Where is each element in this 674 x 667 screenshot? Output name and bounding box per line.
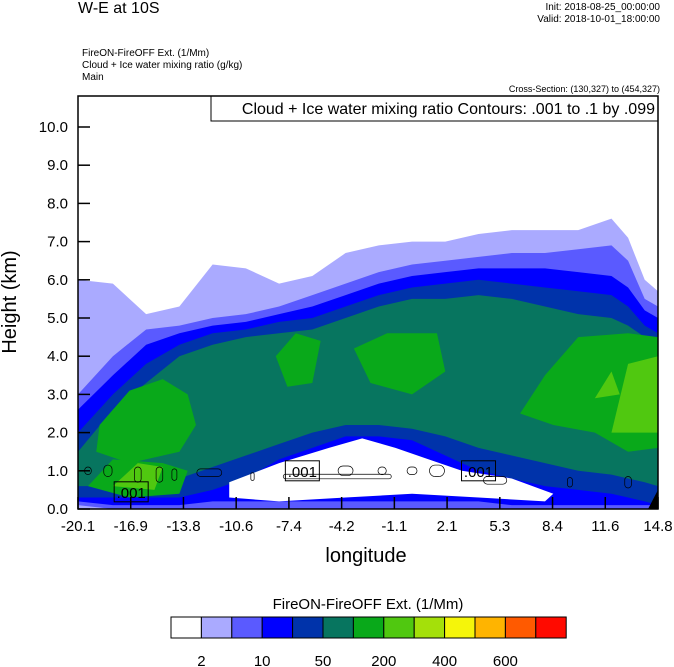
contour-line [624, 476, 632, 489]
contour-info-box [210, 95, 659, 122]
x-tick-label: -4.2 [329, 518, 355, 535]
contour-line [155, 466, 164, 483]
x-tick-label: -20.1 [61, 518, 95, 535]
subtitle-field: FireON-FireOFF Ext. (1/Mm) [82, 48, 210, 59]
fill-band-4 [78, 295, 658, 487]
colorbar-label: 200 [371, 653, 396, 667]
plot-title: W-E at 10S [78, 0, 160, 17]
x-tick-label: 14.8 [643, 518, 672, 535]
y-tick-label: 10.0 [39, 119, 68, 136]
subtitle-contour: Cloud + Ice water mixing ratio (g/kg) [82, 60, 243, 71]
contour-line [171, 468, 178, 481]
y-tick-label: 7.0 [47, 234, 68, 251]
x-tick-label: -13.8 [166, 518, 200, 535]
fill-region-9 [648, 489, 658, 509]
plot-frame [77, 95, 659, 510]
colorbar-swatch [474, 616, 506, 639]
y-tick-label: 1.0 [47, 463, 68, 480]
y-tick-label: 2.0 [47, 425, 68, 442]
fill-region-1 [96, 379, 196, 464]
contour-line [567, 477, 573, 488]
contour-label: .001 [117, 485, 146, 502]
y-tick-label: 8.0 [47, 195, 68, 212]
colorbar-label: 10 [254, 653, 271, 667]
colorbar-label: 50 [315, 653, 332, 667]
colorbar-swatch [200, 616, 233, 639]
fill-region-8 [594, 371, 620, 399]
y-tick-label: 3.0 [47, 386, 68, 403]
colorbar-swatch [322, 616, 354, 639]
colorbar-swatch [292, 616, 324, 639]
x-tick-label: 2.1 [437, 518, 458, 535]
fill-region-3 [275, 333, 321, 387]
x-tick-label: -16.9 [114, 518, 148, 535]
fill-region-4 [353, 333, 446, 395]
fill-region-0 [229, 438, 554, 502]
x-tick-label: -7.4 [276, 518, 302, 535]
colorbar-swatch [352, 616, 385, 639]
y-tick-label: 6.0 [47, 272, 68, 289]
init-time: Init: 2018-08-25_00:00:00 [545, 2, 660, 13]
contour-line [429, 464, 445, 477]
y-tick-label: 4.0 [47, 348, 68, 365]
fill-region-6 [112, 463, 163, 490]
contour-line [406, 466, 418, 475]
x-tick-label: -10.6 [219, 518, 253, 535]
colorbar-swatch [413, 616, 446, 639]
colorbar-swatch [444, 616, 476, 639]
contour-line [377, 466, 387, 475]
colorbar-label: 2 [197, 653, 205, 667]
y-tick-label: 0.0 [47, 501, 68, 518]
contour-label: .001 [288, 464, 317, 481]
contour-line [282, 473, 392, 480]
colorbar-swatch [231, 616, 263, 639]
contour-label: .001 [464, 464, 493, 481]
y-axis-label: Height (km) [0, 250, 21, 353]
colorbar-swatch [383, 616, 415, 639]
contour-info-text: Cloud + Ice water mixing ratio Contours:… [242, 101, 655, 118]
contour-line [196, 468, 223, 477]
contour-line [337, 465, 354, 476]
x-axis-label: longitude [325, 545, 406, 567]
subtitle-domain: Main [82, 72, 104, 83]
cross-section-label: Cross-Section: (130,327) to (454,327) [508, 84, 660, 94]
colorbar-label: 400 [432, 653, 457, 667]
colorbar-swatch [261, 616, 294, 639]
colorbar-swatch [170, 616, 202, 639]
colorbar-title: FireON-FireOFF Ext. (1/Mm) [273, 596, 464, 613]
y-tick-label: 9.0 [47, 157, 68, 174]
valid-time: Valid: 2018-10-01_18:00:00 [537, 14, 660, 25]
contour-label-box [461, 460, 497, 482]
x-tick-label: 5.3 [489, 518, 510, 535]
contour-line [103, 464, 113, 477]
contour-line [250, 472, 255, 481]
contour-label-box [284, 460, 320, 482]
colorbar-swatch [504, 616, 537, 639]
x-tick-label: 8.4 [542, 518, 563, 535]
fill-region-7 [611, 356, 658, 433]
x-tick-label: 11.6 [591, 518, 619, 535]
colorbar-swatch [535, 616, 567, 639]
y-tick-label: 5.0 [47, 310, 68, 327]
x-tick-label: -1.1 [381, 518, 407, 535]
colorbar-label: 600 [493, 653, 518, 667]
